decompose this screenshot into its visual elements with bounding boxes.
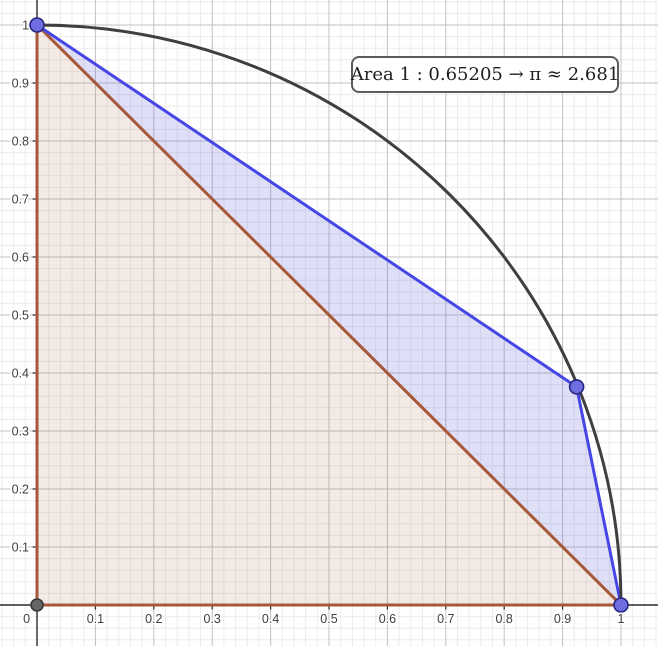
- x-axis-label: 0.9: [554, 612, 571, 626]
- x-axis-label: 0.2: [145, 612, 162, 626]
- y-axis-label: 0.9: [12, 76, 29, 90]
- x-axis-label: 1: [618, 612, 625, 626]
- quarter-circle-arc[interactable]: [37, 23, 623, 605]
- y-axis-label: 0.2: [12, 482, 29, 496]
- x-axis-label: 0.1: [87, 612, 104, 626]
- x-axis-label: 0.8: [495, 612, 512, 626]
- point-0-1[interactable]: [29, 17, 45, 33]
- y-axis-label: 1: [22, 18, 29, 32]
- x-axis-label: 0.6: [379, 612, 396, 626]
- y-axis-label: 0.8: [12, 134, 29, 148]
- unit-triangle-edges[interactable]: [35, 23, 623, 607]
- x-axis-label: 0.7: [437, 612, 454, 626]
- y-axis-label: 0.3: [12, 424, 29, 438]
- area-caption[interactable]: Area 1 : 0.65205 → π ≈ 2.681: [351, 56, 619, 93]
- point-1-0[interactable]: [613, 597, 629, 613]
- area-caption-text: Area 1 : 0.65205 → π ≈ 2.681: [350, 64, 620, 85]
- y-axis-label: 0.1: [12, 540, 29, 554]
- origin-point[interactable]: [30, 598, 44, 612]
- origin-label: 0: [23, 612, 30, 626]
- y-axis-label: 0.7: [12, 192, 29, 206]
- x-axis-label: 0.4: [262, 612, 279, 626]
- y-axis-label: 0.6: [12, 250, 29, 264]
- point-on-circle[interactable]: [568, 379, 585, 395]
- x-axis-label: 0.3: [204, 612, 221, 626]
- y-axis-label: 0.4: [12, 366, 29, 380]
- x-axis-label: 0.5: [320, 612, 337, 626]
- y-axis-label: 0.5: [12, 308, 29, 322]
